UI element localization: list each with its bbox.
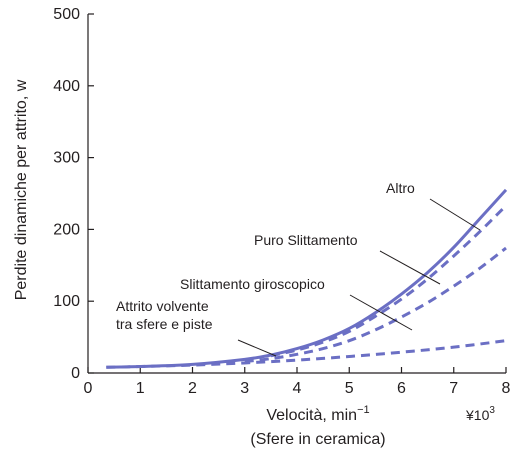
annotation-label: Puro Slittamento	[254, 232, 358, 248]
x-tick-label: 8	[502, 380, 510, 397]
annotation-leader-line	[349, 294, 413, 331]
annotation-leader-line	[237, 339, 277, 357]
y-tick-label: 100	[53, 293, 80, 310]
x-axis-label-main: Velocità, min	[266, 407, 357, 424]
annotation-leader-line	[429, 198, 481, 231]
x-axis-multiplier: ¥103	[465, 405, 495, 423]
y-axis-label: Perdite dinamiche per attrito, w	[13, 79, 30, 300]
annotation-label: Attrito volvente	[116, 298, 209, 314]
x-tick-label: 0	[84, 380, 93, 397]
x-tick-label: 3	[240, 380, 249, 397]
x-axis-label: Velocità, min−1	[266, 404, 369, 424]
x-tick-label: 2	[188, 380, 197, 397]
x-multiplier-base: ¥10	[465, 407, 490, 423]
annotation-label: Altro	[386, 180, 415, 196]
y-tick-label: 0	[71, 365, 80, 382]
series-line-4	[106, 339, 507, 369]
series-layer	[106, 188, 508, 369]
x-axis-label-unit-exponent: −1	[357, 404, 370, 416]
x-tick-label: 5	[345, 380, 354, 397]
y-tick-label: 300	[53, 150, 80, 167]
y-tick-label: 500	[53, 6, 80, 23]
annotation-label: tra sfere e piste	[116, 316, 213, 332]
y-axis-ticks: 0 100 200 300 400 500	[53, 6, 94, 382]
x-axis-ticks: 0 1 2 3 4 5 6 7 8	[84, 367, 510, 397]
x-axis-sublabel: (Sfere in ceramica)	[250, 431, 385, 448]
series-line-3	[244, 246, 507, 364]
annotation-leader-line	[379, 250, 441, 285]
annotation-layer: Altro Puro Slittamento Slittamento girosco…	[116, 180, 481, 357]
series-line-2	[270, 204, 508, 358]
x-multiplier-exponent: 3	[489, 405, 495, 416]
x-tick-label: 7	[449, 380, 458, 397]
x-tick-label: 4	[293, 380, 302, 397]
x-tick-label: 6	[397, 380, 406, 397]
y-tick-label: 400	[53, 78, 80, 95]
x-tick-label: 1	[136, 380, 145, 397]
annotation-label: Slittamento giroscopico	[180, 276, 325, 292]
y-tick-label: 200	[53, 221, 80, 238]
